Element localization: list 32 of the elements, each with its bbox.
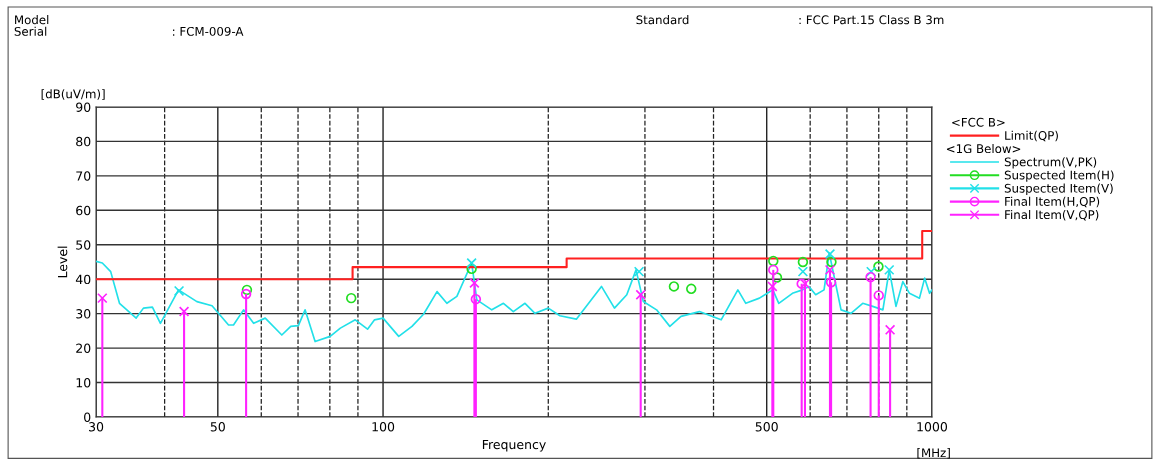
y-tick-label: 80 [76, 136, 91, 147]
y-tick-label: 30 [76, 309, 91, 319]
y-axis-title: Level [57, 246, 68, 278]
text: Model [15, 15, 49, 25]
x-tick-label: 30 [89, 422, 104, 432]
y-tick-label: 20 [76, 343, 91, 354]
text: : FCM-009-A [173, 26, 244, 36]
text: [MHz] [917, 448, 950, 459]
x-tick-label: 500 [755, 422, 778, 432]
text: Standard [636, 15, 689, 25]
y-tick-label: 70 [76, 171, 91, 181]
y-tick-label: 40 [75, 274, 91, 285]
legend-label: Suspected Item(H) [1004, 170, 1114, 182]
legend-label: Final Item(H,QP) [1005, 196, 1100, 208]
y-tick-label: 50 [76, 240, 91, 250]
x-tick-label: 1000 [917, 422, 948, 432]
text: : FCC Part.15 Class B 3m [799, 15, 944, 25]
y-tick-label: 0 [84, 412, 91, 422]
legend-title: <FCC B> [952, 117, 1005, 127]
text: [dB(uV/m)] [41, 89, 105, 100]
y-tick-label: 60 [76, 205, 91, 216]
x-axis-title: Frequency [482, 439, 546, 452]
text: Serial [14, 26, 47, 36]
legend-label: Final Item(V,QP) [1005, 209, 1099, 221]
y-tick-label: 90 [76, 102, 91, 112]
x-tick-label: 50 [210, 422, 225, 432]
legend-label: Suspected Item(V) [1004, 183, 1113, 195]
text: <1G Below> [946, 143, 1021, 154]
x-tick-label: 100 [372, 422, 395, 432]
y-tick-label: 10 [76, 378, 91, 388]
legend-label: Spectrum(V,PK) [1004, 157, 1097, 169]
legend-label: Limit(QP) [1005, 130, 1058, 142]
